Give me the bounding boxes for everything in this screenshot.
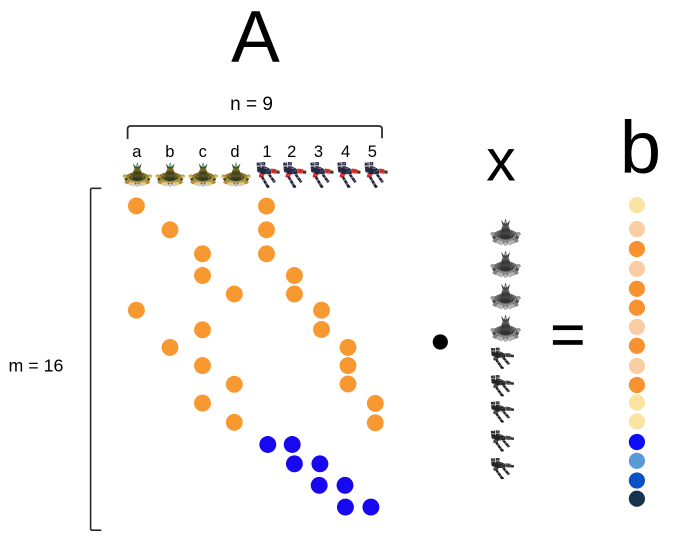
svg-text:3: 3 xyxy=(314,143,323,161)
svg-text:1: 1 xyxy=(262,143,271,161)
svg-text:2: 2 xyxy=(287,143,296,161)
svg-text:m = 16: m = 16 xyxy=(9,356,64,376)
svg-text:b: b xyxy=(620,106,661,189)
svg-text:d: d xyxy=(230,143,239,161)
svg-text:b: b xyxy=(165,143,174,161)
svg-text:A: A xyxy=(231,0,280,78)
svg-text:a: a xyxy=(132,143,142,161)
svg-text:c: c xyxy=(199,143,207,161)
svg-text:x: x xyxy=(486,128,516,194)
svg-text:4: 4 xyxy=(341,143,350,161)
svg-text:n = 9: n = 9 xyxy=(230,94,273,115)
svg-text:5: 5 xyxy=(368,143,377,161)
